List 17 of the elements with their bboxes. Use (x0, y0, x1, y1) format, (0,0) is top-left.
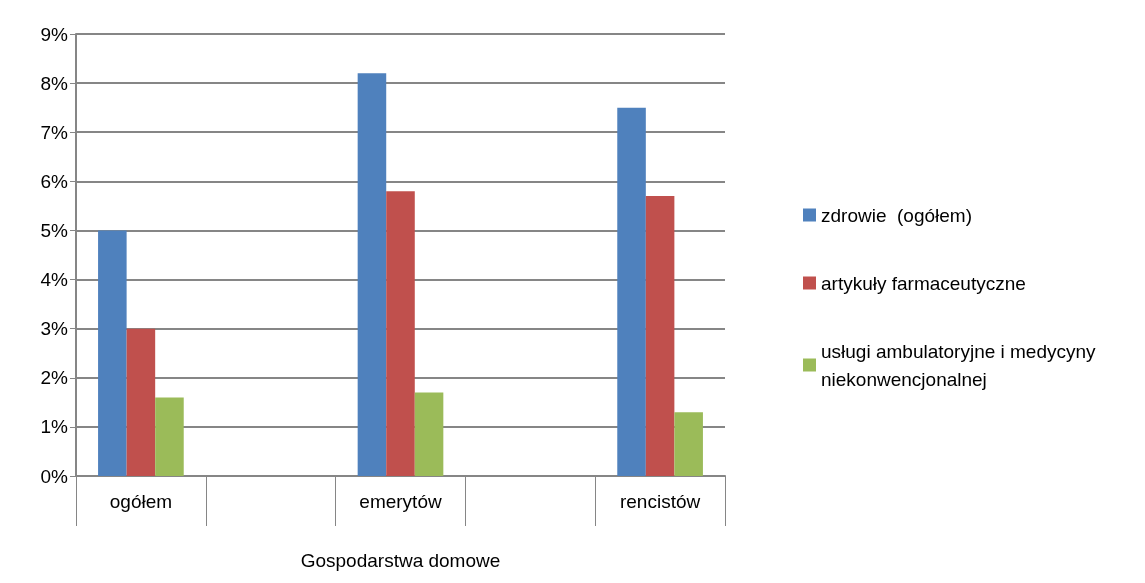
y-tick-label: 4% (40, 269, 69, 291)
legend-label: zdrowie (ogółem) (821, 204, 972, 226)
x-axis-title: Gospodarstwa domowe (300, 550, 501, 571)
y-tick-label: 9% (40, 23, 69, 45)
y-tick-label: 8% (40, 72, 69, 94)
y-tick-label: 3% (40, 318, 69, 340)
legend-label: artykuły farmaceutyczne (821, 272, 1026, 294)
x-tick-label: rencistów (619, 491, 701, 512)
y-tick-label: 7% (40, 121, 69, 143)
x-tick-label: ogółem (109, 491, 173, 512)
y-tick-label: 2% (40, 367, 69, 389)
legend-label: usługi ambulatoryjne i medycyny niekonwencjonalnej (821, 340, 1101, 390)
y-tick-label: 5% (40, 219, 69, 241)
y-tick-label: 0% (40, 465, 69, 487)
x-tick-label: emerytów (359, 491, 442, 512)
y-tick-label: 1% (40, 416, 69, 438)
y-tick-label: 6% (40, 170, 69, 192)
